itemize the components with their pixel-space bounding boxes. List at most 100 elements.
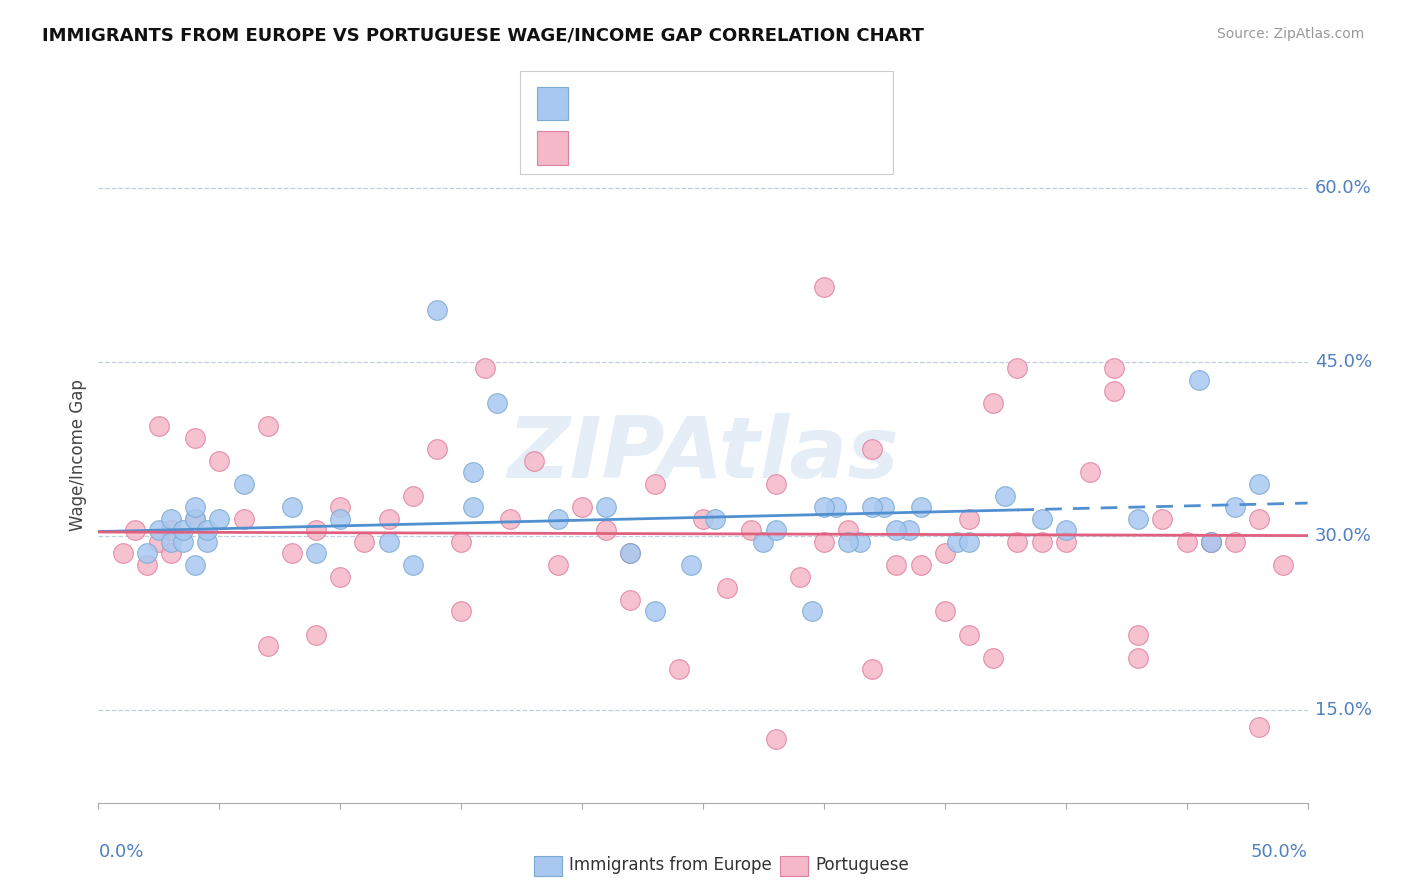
Text: R =: R = [582,139,621,157]
Point [981,396,1004,410]
Point [486,396,509,410]
Point [860,500,883,514]
Point [1007,535,1029,549]
Text: 50.0%: 50.0% [1251,843,1308,861]
Point [329,570,352,584]
Point [1199,535,1222,549]
Point [716,582,738,596]
Point [1128,651,1150,665]
Point [1249,476,1271,491]
Point [377,535,399,549]
Point [426,442,449,457]
Point [1223,500,1246,514]
Point [595,500,617,514]
Point [934,605,956,619]
Text: 45.0%: 45.0% [1315,353,1372,371]
Point [813,280,835,294]
Point [619,592,641,607]
Point [1175,535,1198,549]
Point [135,558,157,573]
Point [305,523,328,537]
Point [1249,721,1271,735]
Text: -0.013: -0.013 [621,139,679,157]
Point [849,535,872,549]
Point [765,731,787,746]
Point [474,361,496,376]
Text: Immigrants from Europe: Immigrants from Europe [569,856,772,874]
Point [813,535,835,549]
Point [1031,511,1053,525]
Text: Portuguese: Portuguese [815,856,910,874]
Point [957,535,980,549]
Point [837,535,859,549]
Point [957,628,980,642]
Point [910,500,932,514]
Point [232,511,254,525]
Text: Source: ZipAtlas.com: Source: ZipAtlas.com [1216,27,1364,41]
Point [1054,523,1077,537]
Text: 50: 50 [747,95,769,112]
Point [860,442,883,457]
Text: N =: N = [689,95,741,112]
Point [281,546,304,561]
Point [679,558,702,573]
Point [305,628,328,642]
Point [402,558,425,573]
Point [148,419,170,434]
Text: 71: 71 [747,139,769,157]
Point [644,476,666,491]
Point [1102,384,1125,399]
Point [160,523,183,537]
Text: R =: R = [582,95,621,112]
Text: 0.170: 0.170 [621,95,672,112]
Point [860,662,883,677]
Point [571,500,593,514]
Point [523,453,546,467]
Point [124,523,146,537]
Point [450,535,472,549]
Point [1102,361,1125,376]
Point [957,511,980,525]
Point [172,523,194,537]
Point [463,466,485,480]
Point [463,500,485,514]
Point [1054,535,1077,549]
Point [426,303,449,318]
Point [837,523,859,537]
Point [172,535,194,549]
Point [1128,628,1150,642]
Point [619,546,641,561]
Text: IMMIGRANTS FROM EUROPE VS PORTUGUESE WAGE/INCOME GAP CORRELATION CHART: IMMIGRANTS FROM EUROPE VS PORTUGUESE WAG… [42,27,924,45]
Point [450,605,472,619]
Point [873,500,896,514]
Point [886,523,908,537]
Point [256,419,278,434]
Point [789,570,811,584]
Point [208,511,231,525]
Point [1199,535,1222,549]
Point [111,546,134,561]
Point [160,535,183,549]
Point [305,546,328,561]
Point [1152,511,1174,525]
Point [1188,373,1211,387]
Point [981,651,1004,665]
Point [692,511,714,525]
Point [886,558,908,573]
Point [184,431,207,445]
Point [184,500,207,514]
Point [281,500,304,514]
Point [329,511,352,525]
Point [994,489,1017,503]
Point [934,546,956,561]
Point [184,511,207,525]
Point [329,500,352,514]
Text: 60.0%: 60.0% [1315,179,1371,197]
Point [232,476,254,491]
Point [644,605,666,619]
Point [813,500,835,514]
Point [1249,511,1271,525]
Point [353,535,375,549]
Text: ZIPAtlas: ZIPAtlas [508,413,898,497]
Point [668,662,690,677]
